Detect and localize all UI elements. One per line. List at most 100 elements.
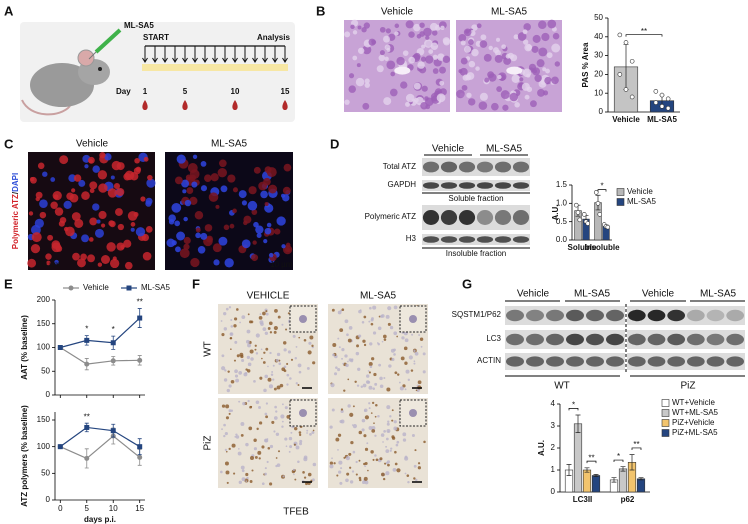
cell (389, 88, 398, 97)
cell (338, 470, 342, 474)
cell (393, 426, 398, 431)
data-point (593, 190, 599, 195)
cell (369, 306, 372, 310)
cell (378, 363, 382, 367)
cell (273, 416, 278, 420)
panel-label: E (4, 276, 13, 291)
data-point (629, 58, 635, 64)
cell (398, 381, 401, 384)
cell (50, 201, 58, 209)
dose-arrow (212, 46, 218, 63)
cell (282, 194, 290, 202)
cell (371, 357, 375, 361)
cell (358, 476, 362, 480)
group-label: Vehicle (642, 289, 675, 300)
cell (234, 435, 237, 438)
cell (253, 438, 257, 442)
drug-label: ML-SA5 (124, 21, 154, 30)
cell (269, 331, 273, 334)
band (458, 182, 476, 189)
row-label: WT (203, 341, 214, 357)
cell (386, 405, 391, 410)
sig-bracket (631, 447, 642, 450)
cell (265, 347, 269, 351)
cell (383, 430, 386, 433)
cell (372, 458, 375, 461)
cell (394, 450, 397, 454)
cell (375, 403, 378, 407)
cell (379, 26, 386, 33)
band (494, 182, 512, 189)
cell (514, 102, 520, 108)
cell (465, 29, 470, 34)
cell (259, 313, 262, 315)
cell (297, 384, 300, 387)
dose-arrow (202, 46, 208, 63)
row-label: PiZ (203, 436, 214, 451)
data-point (577, 217, 583, 223)
blot-label: Polymeric ATZ (365, 212, 417, 221)
cell (87, 254, 95, 263)
cell (362, 339, 366, 343)
marker (84, 337, 90, 343)
cell (200, 185, 207, 192)
cell (200, 161, 207, 167)
cell (274, 405, 277, 409)
cell (370, 412, 373, 414)
band (627, 356, 646, 367)
cell (264, 227, 272, 235)
data-point (665, 96, 671, 102)
cell (228, 412, 231, 415)
cell (45, 253, 52, 260)
cell (348, 326, 353, 330)
micrograph (456, 19, 562, 112)
cell (372, 305, 377, 310)
cell (402, 432, 407, 437)
marker (84, 361, 90, 367)
cell (471, 48, 479, 57)
cell (347, 360, 349, 363)
cell (306, 366, 310, 370)
cell (422, 352, 426, 356)
cell (531, 67, 541, 76)
cell (287, 312, 290, 315)
data-point (575, 210, 581, 215)
cell (228, 409, 232, 413)
cell (402, 50, 409, 56)
cell (277, 315, 281, 319)
cell (248, 186, 257, 195)
cell (537, 89, 545, 97)
cell (298, 431, 302, 434)
cell (419, 337, 424, 341)
dose-arrow (152, 46, 158, 63)
cell (340, 467, 343, 470)
cell (113, 183, 121, 190)
cell (281, 367, 286, 372)
cell (257, 450, 262, 455)
cell (140, 196, 146, 202)
cell (362, 45, 372, 55)
cell (284, 437, 288, 441)
x-tick-label: Insoluble (584, 243, 620, 252)
cell (275, 464, 278, 468)
cell (370, 322, 374, 326)
y-tick-label: 0 (599, 107, 604, 116)
cell (484, 77, 490, 83)
band (546, 356, 564, 367)
cell (522, 68, 532, 78)
cell (221, 366, 226, 371)
cell (251, 469, 254, 472)
inset-cell (299, 409, 307, 417)
cell (71, 212, 81, 221)
cell (251, 209, 258, 215)
cell (347, 378, 350, 381)
cell (241, 315, 246, 320)
cell (421, 85, 428, 92)
legend-label: Vehicle (627, 187, 653, 196)
cell (272, 378, 275, 381)
cell (294, 478, 297, 481)
dose-arrow (192, 46, 198, 63)
cell (268, 252, 274, 258)
cell (261, 357, 263, 360)
cell (358, 334, 362, 338)
